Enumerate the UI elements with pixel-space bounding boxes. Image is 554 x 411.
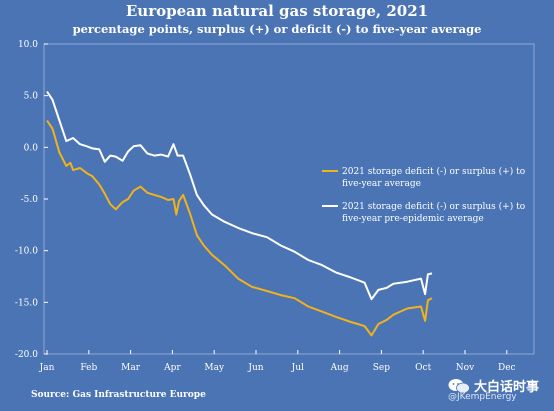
x-tick-label: Nov (456, 363, 475, 373)
y-tick-label: 0.0 (24, 143, 39, 153)
x-tick-label: Aug (330, 363, 349, 373)
chart-title: European natural gas storage, 2021 (125, 2, 429, 20)
series-line-2 (46, 90, 433, 301)
x-tick-label: May (204, 363, 225, 373)
y-tick-label: -20.0 (15, 350, 38, 360)
x-tick-label: Jul (291, 363, 304, 373)
x-tick-label: Apr (163, 363, 181, 373)
legend-label-2: 2021 storage deficit (-) or surplus (+) … (342, 201, 525, 212)
y-tick-label: 5.0 (24, 92, 39, 102)
y-tick-label: -15.0 (15, 298, 38, 308)
x-tick-label: Mar (121, 363, 141, 373)
legend-label-2: five-year pre-epidemic average (342, 214, 484, 224)
y-tick-label: 10.0 (18, 40, 38, 50)
watermark-text: 大白话时事 (474, 380, 540, 395)
y-tick-label: -10.0 (15, 247, 38, 257)
x-tick-label: Jun (247, 363, 263, 373)
wechat-icon (448, 379, 470, 394)
x-tick-label: Sep (373, 363, 390, 373)
y-tick-label: -5.0 (21, 195, 39, 205)
legend-label-1: 2021 storage deficit (-) or surplus (+) … (342, 166, 525, 177)
watermark: 大白话时事 @JKempEnergy (448, 376, 552, 408)
series-line-1 (46, 119, 433, 337)
plot-area (43, 43, 535, 355)
x-tick-label: Dec (498, 363, 516, 373)
legend-label-1: five-year average (342, 179, 421, 189)
x-tick-label: Jan (39, 363, 55, 373)
watermark-handle: @JKempEnergy (448, 392, 517, 402)
x-tick-label: Oct (415, 363, 431, 373)
chart-subtitle: percentage points, surplus (+) or defici… (72, 22, 482, 36)
x-tick-label: Feb (80, 363, 97, 373)
source-note: Source: Gas Infrastructure Europe (31, 390, 206, 400)
